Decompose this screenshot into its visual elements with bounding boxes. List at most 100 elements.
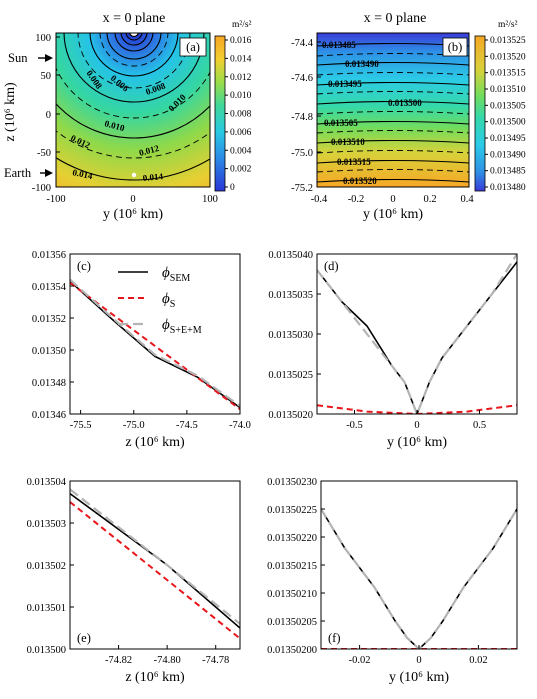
contour-label: 0.013500 xyxy=(388,98,422,108)
xtick-label: -74.78 xyxy=(202,655,229,666)
contour-label: 0.013505 xyxy=(324,118,358,128)
xtick-label: -75.0 xyxy=(123,420,145,431)
panel-e-label: (e) xyxy=(77,631,91,645)
colorbar-tick-label: 0.002 xyxy=(230,165,252,175)
panel-b-title: x = 0 plane xyxy=(364,11,427,26)
colorbar-tick-label: 0.013495 xyxy=(490,134,526,144)
xtick-label: -100 xyxy=(46,194,65,205)
contour-label: 0.013510 xyxy=(331,137,365,147)
panel-a-frame xyxy=(55,32,211,188)
legend-entry-label: ϕS+E+M xyxy=(162,317,202,336)
xtick-label: -0.4 xyxy=(311,194,328,205)
ytick-label: 0.013504 xyxy=(27,477,67,488)
panel-a-xticks: -100 0 100 xyxy=(46,194,218,205)
panel-e-xlabel: z (10⁶ km) xyxy=(125,670,185,685)
panel-a-ylabel: z (10⁶ km) xyxy=(3,82,18,142)
series-line-ϕSEM xyxy=(70,492,240,629)
xtick-label: -0.2 xyxy=(348,194,365,205)
series-line-ϕS xyxy=(317,404,517,414)
panel-b-xlabel: y (10⁶ km) xyxy=(363,207,423,222)
panel-b-contour-labels: 0.013485 0.013490 0.013495 0.013500 0.01… xyxy=(322,40,422,186)
panel-d-label-bg xyxy=(321,258,343,274)
panel-b-xticks: -0.4 -0.2 0 0.2 0.4 xyxy=(311,194,475,205)
contour-label: 0.013515 xyxy=(337,157,371,167)
sun-label: Sun xyxy=(8,51,28,65)
ytick-label: -74.6 xyxy=(291,73,313,84)
ytick-label: 0.0135030 xyxy=(268,330,313,341)
colorbar-tick-label: 0.013525 xyxy=(490,36,526,46)
ytick-label: 0.013501 xyxy=(27,603,66,614)
panel-f-xlabel: y (10⁶ km) xyxy=(389,670,449,685)
ytick-label: 50 xyxy=(41,71,52,82)
panel-a-yticks: 100 50 0 -50 -100 xyxy=(32,33,60,194)
ytick-label: -100 xyxy=(32,183,51,194)
xtick-label: -74.5 xyxy=(176,420,198,431)
panel-e-frame xyxy=(69,480,241,650)
colorbar-a-unit: m²/s² xyxy=(232,20,252,30)
ytick-label: 0.01350215 xyxy=(267,561,317,572)
panel-c: -75.5 -75.0 -74.5 -74.0 0.01346 0.01348 0.0135… xyxy=(32,250,251,450)
ytick-label: 0.0135035 xyxy=(268,290,313,301)
panel-f-label: (f) xyxy=(328,631,341,645)
panel-b-yticks: -74.4 -74.6 -74.8 -75.0 -75.2 xyxy=(291,38,321,194)
contour-label: 0.013490 xyxy=(345,59,379,69)
xtick-label: -74.80 xyxy=(154,655,181,666)
ytick-label: 100 xyxy=(35,33,51,44)
series-line-ϕSEM xyxy=(70,280,240,409)
panel-d-label: (d) xyxy=(324,259,339,273)
ytick-label: 0.0135025 xyxy=(268,370,313,381)
ytick-label: 0.01350205 xyxy=(267,617,317,628)
xtick-label: 0.2 xyxy=(423,194,436,205)
legend-entry-label: ϕSEM xyxy=(162,265,190,284)
colorbar-b-unit: m²/s² xyxy=(498,20,518,30)
ytick-label: 0.0135020 xyxy=(268,410,313,421)
panel-e-label-bg xyxy=(74,630,96,646)
colorbar-tick-label: 0.012 xyxy=(230,73,252,83)
colorbar-tick-label: 0.013505 xyxy=(490,101,526,111)
ytick-label: 0.01346 xyxy=(32,410,66,421)
colorbar-tick-label: 0.013500 xyxy=(490,118,526,128)
xtick-label: -0.5 xyxy=(346,420,363,431)
earth-label: Earth xyxy=(4,166,32,180)
colorbar-tick-label: 0.013515 xyxy=(490,69,526,79)
colorbar-tick-label: 0.016 xyxy=(230,36,252,46)
panel-a-xlabel: y (10⁶ km) xyxy=(103,207,163,222)
panel-c-label: (c) xyxy=(77,259,91,273)
xtick-label: 0 xyxy=(414,420,419,431)
ytick-label: 0.01356 xyxy=(32,250,66,261)
panel-a-label: (a) xyxy=(186,40,200,54)
colorbar-tick-label: 0 xyxy=(230,183,235,193)
series-line-ϕS xyxy=(70,501,240,640)
xtick-label: -74.0 xyxy=(229,420,251,431)
ytick-label: 0.01350200 xyxy=(267,645,317,656)
contour-label: 0.013495 xyxy=(328,79,362,89)
panel-b-frame xyxy=(316,32,470,188)
xtick-label: -74.82 xyxy=(105,655,132,666)
legend-entry-label: ϕS xyxy=(162,291,175,310)
panel-b-label-box xyxy=(442,37,468,57)
line-plots: -75.5 -75.0 -74.5 -74.0 0.01346 0.01348 0.0135… xyxy=(27,250,518,685)
ytick-label: 0 xyxy=(46,110,51,121)
earth-marker xyxy=(131,172,137,178)
ytick-label: 0.01350225 xyxy=(267,505,317,516)
panel-c-xlabel: z (10⁶ km) xyxy=(125,435,185,450)
xtick-label: 0 xyxy=(416,655,421,666)
panel-c-frame xyxy=(69,253,241,415)
colorbar-tick-label: 0.006 xyxy=(230,128,252,138)
ytick-label: -74.8 xyxy=(291,112,313,123)
sun-marker xyxy=(129,33,139,38)
ytick-label: 0.01352 xyxy=(32,314,66,325)
colorbar-tick-label: 0.013520 xyxy=(490,52,526,62)
xtick-label: 0.4 xyxy=(460,194,474,205)
xtick-label: 100 xyxy=(202,194,218,205)
series-line-ϕS+E+M xyxy=(70,278,240,407)
panel-f-label-bg xyxy=(325,630,347,646)
xtick-label: -0.02 xyxy=(349,655,371,666)
ytick-label: -50 xyxy=(37,148,51,159)
panel-d-xlabel: y (10⁶ km) xyxy=(387,435,447,450)
panel-f: -0.02 0 0.02 0.01350200 0.01350205 0.01350210… xyxy=(267,477,518,685)
panel-c-label-bg xyxy=(74,258,96,274)
ytick-label: 0.01350230 xyxy=(267,477,317,488)
ytick-label: 0.013500 xyxy=(27,645,66,656)
